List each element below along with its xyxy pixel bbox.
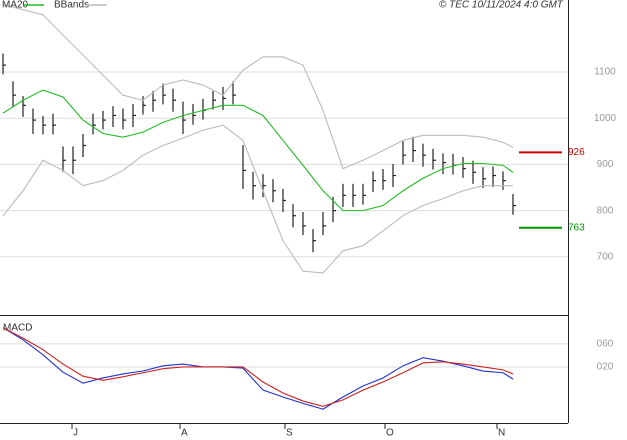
y-tick-label: 1000: [594, 113, 617, 124]
x-tick-label: S: [286, 428, 293, 439]
level-label: 926: [568, 147, 585, 158]
x-tick-label: O: [386, 428, 394, 439]
legend-label: MA20: [2, 0, 29, 11]
source: © TEC 10/11/2024 4:0 GMT: [439, 0, 564, 11]
y-tick-label: 700: [597, 251, 614, 262]
y-tick-label: 020: [597, 362, 614, 373]
level-label: 763: [568, 222, 585, 233]
y-tick-label: 800: [597, 205, 614, 216]
macd-title: MACD: [3, 323, 32, 334]
x-tick-label: A: [181, 428, 188, 439]
legend-label: BBands: [54, 0, 89, 11]
x-tick-label: N: [498, 428, 505, 439]
y-tick-label: 060: [597, 339, 614, 350]
series-line: [2, 327, 514, 407]
series-line: [2, 124, 513, 274]
y-tick-label: 900: [597, 159, 614, 170]
series-line: [2, 4, 514, 170]
y-tick-label: 1100: [594, 67, 616, 78]
x-tick-label: J: [73, 428, 78, 439]
series-line: [2, 89, 514, 212]
series-line: [2, 327, 514, 410]
